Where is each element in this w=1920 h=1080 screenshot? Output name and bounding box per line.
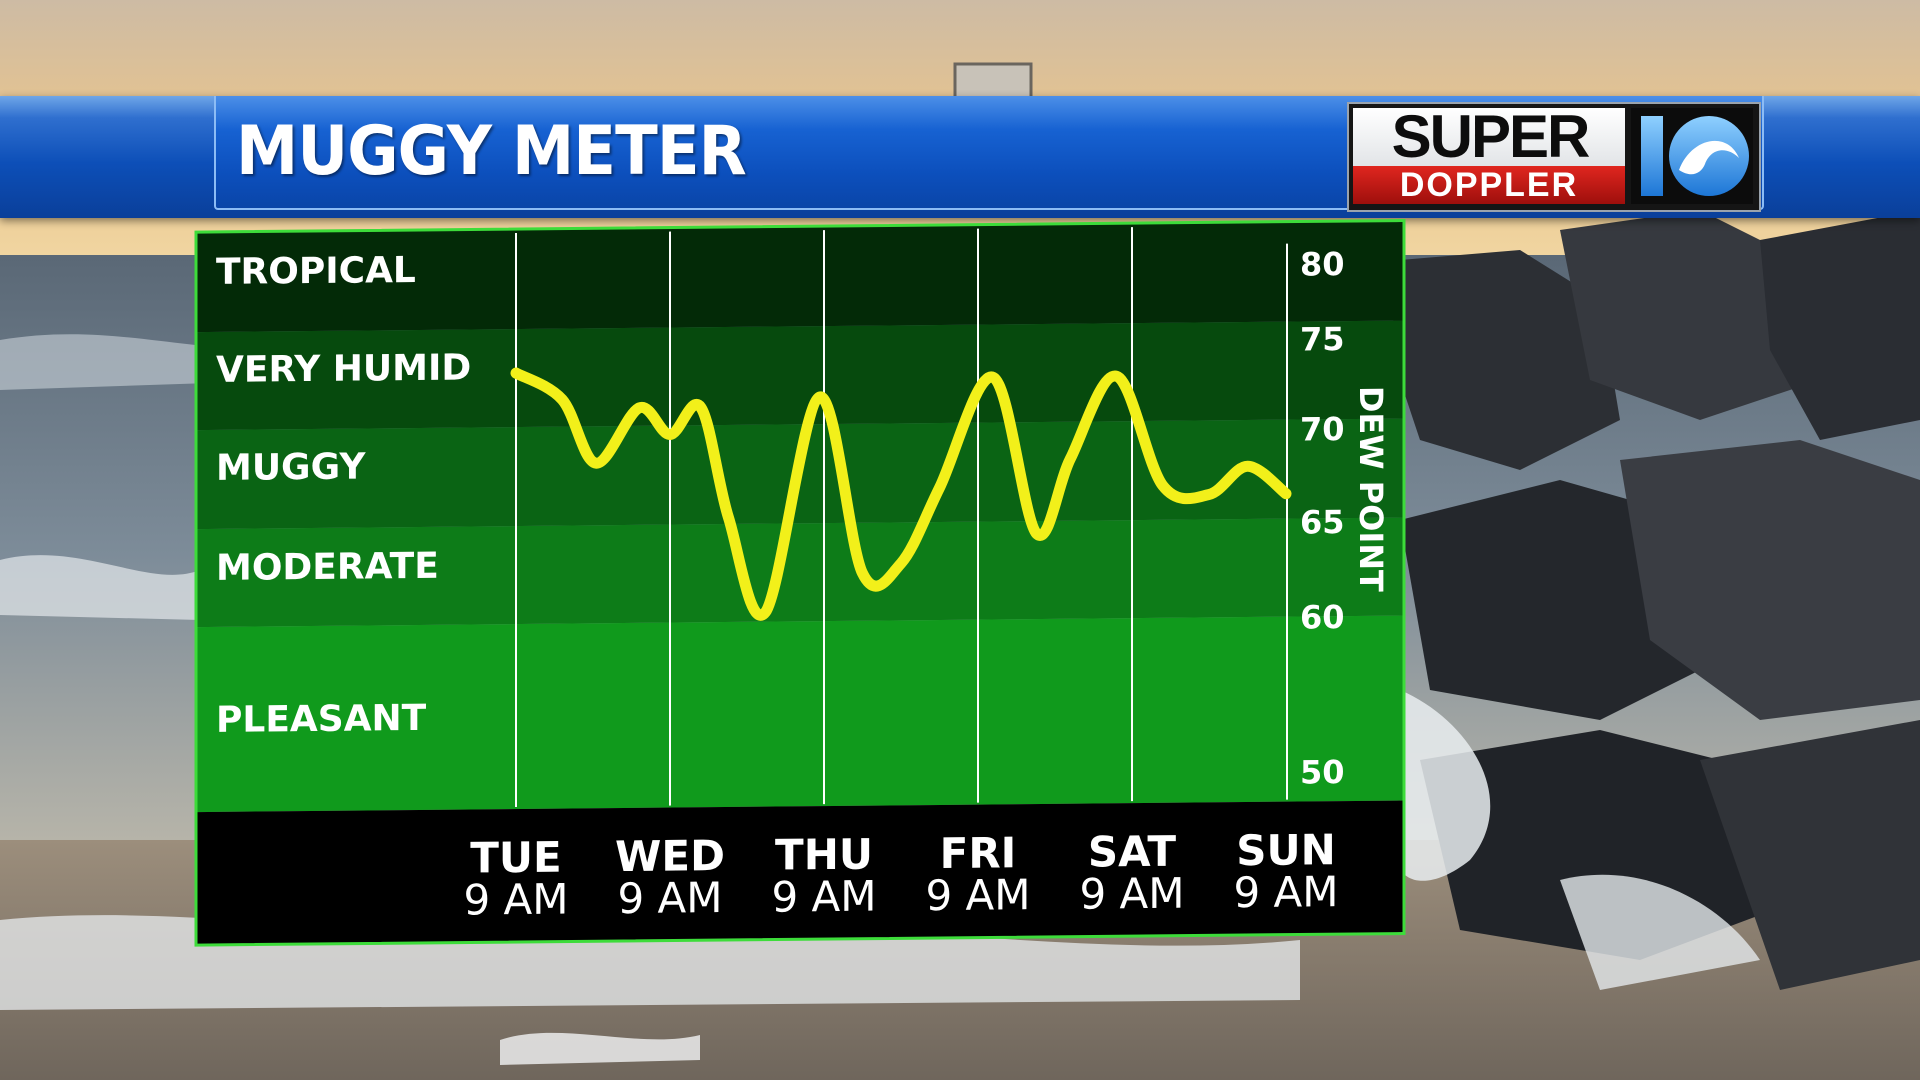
y-tick-70: 70 [1300, 410, 1345, 448]
y-tick-80: 80 [1300, 245, 1345, 283]
x-label-time-thu: 9 AM [771, 872, 876, 922]
y-tick-65: 65 [1300, 503, 1345, 541]
band-label-tropical: TROPICAL [216, 250, 416, 293]
y-tick-75: 75 [1300, 320, 1345, 358]
y-tick-60: 60 [1300, 598, 1345, 636]
x-label-time-wed: 9 AM [617, 873, 722, 923]
x-label-time-sun: 9 AM [1233, 867, 1338, 917]
band-label-pleasant: PLEASANT [216, 698, 427, 741]
y-axis-title: DEW POINT [1352, 386, 1390, 593]
band-label-muggy: MUGGY [216, 446, 366, 488]
band-label-very-humid: VERY HUMID [216, 347, 471, 390]
y-tick-50: 50 [1300, 753, 1345, 791]
x-label-time-sat: 9 AM [1079, 869, 1184, 919]
band-label-moderate: MODERATE [216, 546, 439, 589]
x-label-time-fri: 9 AM [925, 870, 1030, 920]
x-label-time-tue: 9 AM [463, 875, 568, 925]
